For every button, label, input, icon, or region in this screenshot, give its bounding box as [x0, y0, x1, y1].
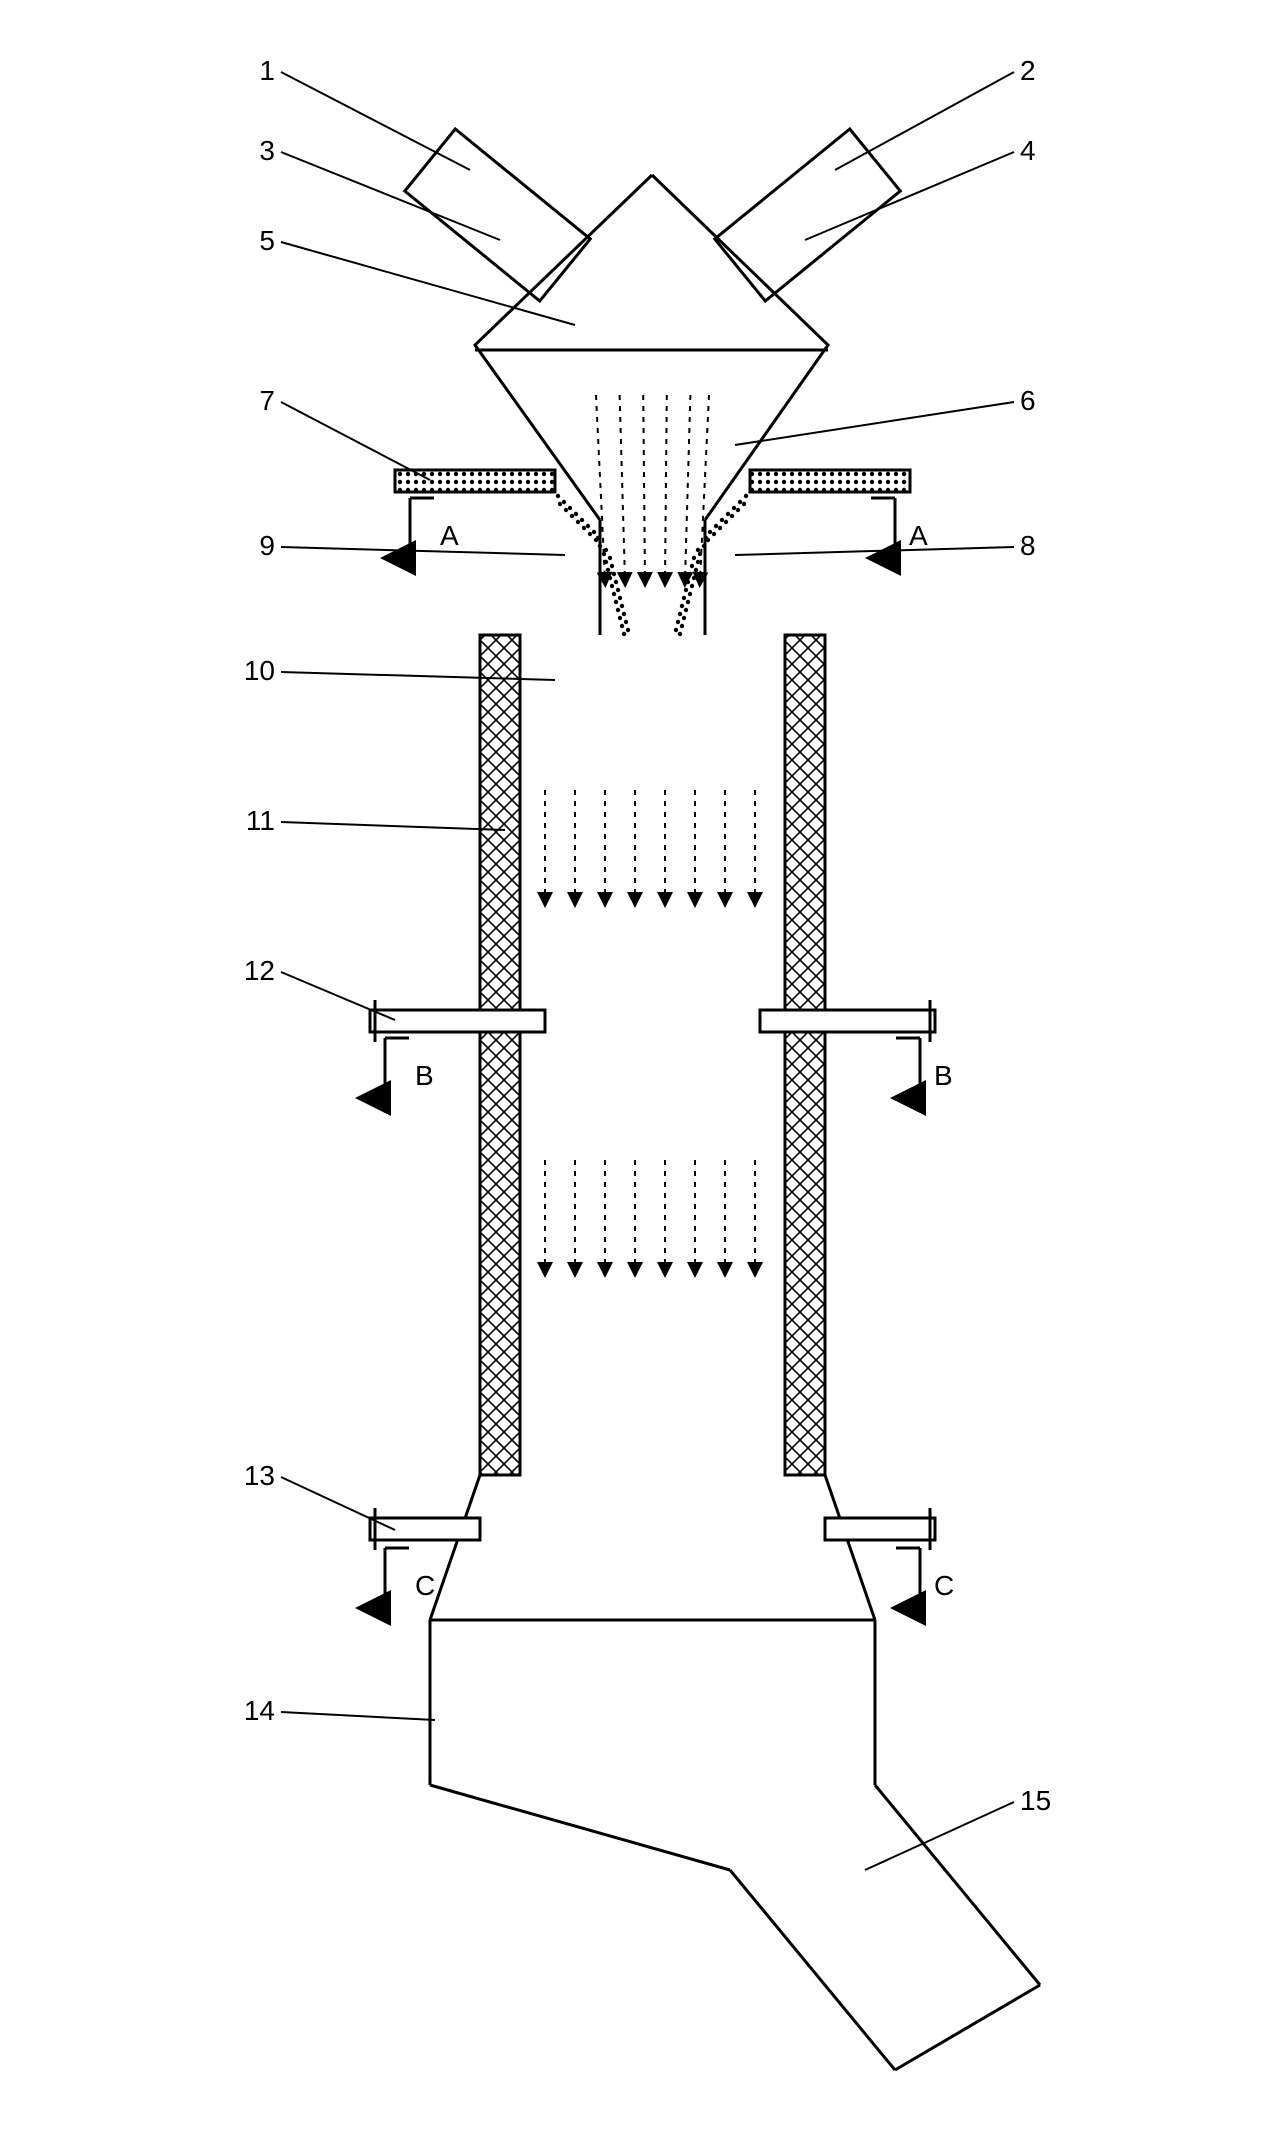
section-A-left: A — [440, 520, 459, 551]
apparatus — [370, 129, 1040, 2070]
flow-arrows — [545, 395, 755, 1270]
callout-14: 14 — [244, 1695, 275, 1726]
callout-15: 15 — [1020, 1785, 1051, 1816]
callout-2: 2 — [1020, 55, 1036, 86]
callout-6: 6 — [1020, 385, 1036, 416]
section-C-right: C — [934, 1570, 954, 1601]
section-A-right: A — [909, 520, 928, 551]
particles — [398, 472, 906, 636]
callout-11: 11 — [246, 805, 275, 836]
callout-3: 3 — [259, 135, 275, 166]
section-C-left: C — [415, 1570, 435, 1601]
callout-7: 7 — [259, 385, 275, 416]
callout-1: 1 — [259, 55, 275, 86]
section-B-left: B — [415, 1060, 434, 1091]
labels: 123456789101112131415 — [244, 55, 1051, 1816]
callout-13: 13 — [244, 1460, 275, 1491]
callout-12: 12 — [244, 955, 275, 986]
section-marks: A A B B C C — [385, 498, 954, 1608]
callout-10: 10 — [244, 655, 275, 686]
callout-4: 4 — [1020, 135, 1036, 166]
leaders — [281, 72, 1014, 1870]
section-B-right: B — [934, 1060, 953, 1091]
callout-8: 8 — [1020, 530, 1036, 561]
callout-5: 5 — [259, 225, 275, 256]
callout-9: 9 — [259, 530, 275, 561]
